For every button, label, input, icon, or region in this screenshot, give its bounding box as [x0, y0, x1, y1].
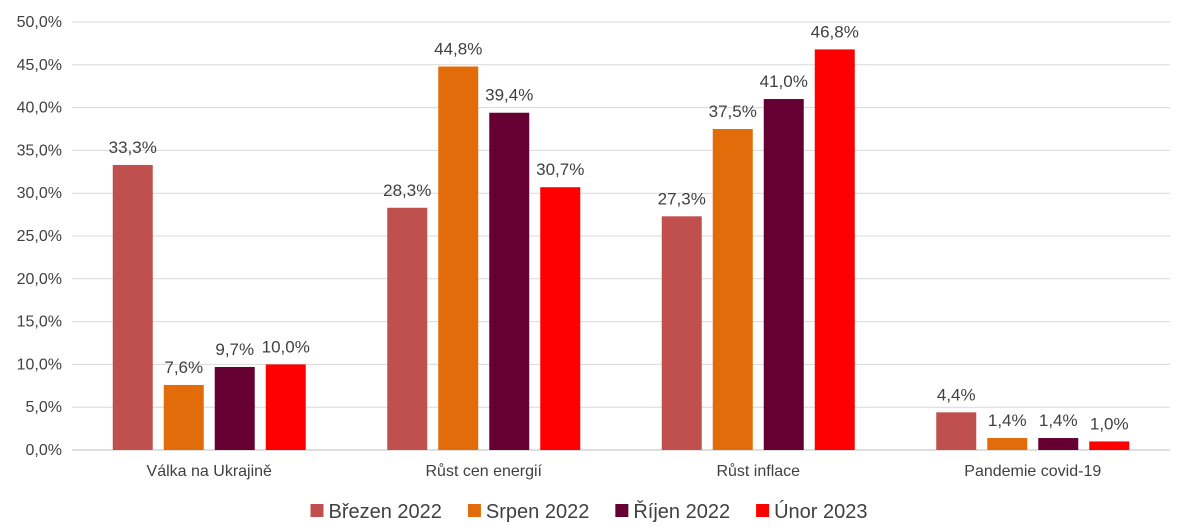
data-label: 1,4% — [1039, 411, 1078, 430]
y-tick-label: 0,0% — [26, 442, 62, 459]
bar — [265, 364, 306, 450]
data-label: 9,7% — [215, 340, 254, 359]
data-label: 1,4% — [988, 411, 1027, 430]
bar — [438, 66, 479, 451]
y-tick-label: 45,0% — [17, 57, 62, 74]
legend: Březen 2022 Srpen 2022 Říjen 2022 Únor 2023 — [310, 500, 868, 523]
bar — [814, 49, 855, 450]
y-tick-label: 25,0% — [17, 228, 62, 245]
legend-item: Říjen 2022 — [615, 500, 730, 523]
data-label: 4,4% — [937, 385, 976, 404]
data-labels: 33,3% 7,6% 9,7% 10,0% 28,3% 44,8% 39,4% 30,7% 27… — [109, 22, 1129, 433]
bar — [987, 438, 1028, 450]
y-tick-label: 20,0% — [17, 271, 62, 288]
y-axis-ticks: 0,0% 5,0% 10,0% 15,0% 20,0% 25,0% 30,0% 35,0% 40… — [17, 14, 62, 459]
data-label: 33,3% — [109, 138, 157, 157]
data-label: 37,5% — [709, 102, 757, 121]
y-tick-label: 50,0% — [17, 14, 62, 31]
legend-label: Srpen 2022 — [486, 501, 589, 523]
legend-label: Říjen 2022 — [633, 500, 730, 523]
legend-swatch — [615, 504, 629, 517]
y-tick-label: 35,0% — [17, 142, 62, 159]
bar — [1089, 441, 1130, 450]
bar — [1038, 438, 1079, 450]
bar — [112, 164, 153, 450]
y-tick-label: 10,0% — [17, 356, 62, 373]
legend-label: Březen 2022 — [329, 501, 442, 523]
y-tick-label: 40,0% — [17, 100, 62, 117]
data-label: 30,7% — [536, 160, 584, 179]
data-label: 46,8% — [811, 22, 859, 41]
bar — [712, 129, 753, 450]
gridlines — [72, 21, 1170, 451]
legend-item: Srpen 2022 — [467, 501, 589, 523]
legend-item: Březen 2022 — [310, 501, 442, 523]
x-category-label: Válka na Ukrajině — [147, 463, 273, 480]
bar — [387, 207, 428, 450]
legend-swatch — [756, 504, 770, 517]
y-tick-label: 15,0% — [17, 314, 62, 331]
x-category-label: Pandemie covid-19 — [964, 463, 1101, 480]
data-label: 44,8% — [434, 40, 482, 59]
x-axis-categories: Válka na Ukrajině Růst cen energií Růst in… — [147, 462, 1102, 480]
bar — [163, 384, 204, 450]
data-label: 41,0% — [760, 72, 808, 91]
x-category-label: Růst cen energií — [425, 462, 542, 480]
y-tick-label: 5,0% — [26, 399, 62, 416]
bar — [661, 216, 702, 450]
data-label: 1,0% — [1090, 414, 1129, 433]
bars — [112, 49, 1130, 451]
bar — [214, 366, 255, 450]
data-label: 39,4% — [485, 86, 533, 105]
x-category-label: Růst inflace — [716, 462, 800, 480]
legend-label: Únor 2023 — [774, 500, 867, 523]
data-label: 7,6% — [164, 358, 203, 377]
bar — [936, 412, 977, 450]
y-tick-label: 30,0% — [17, 185, 62, 202]
bar — [763, 99, 804, 450]
data-label: 27,3% — [658, 189, 706, 208]
legend-swatch — [310, 504, 324, 517]
data-label: 10,0% — [262, 337, 310, 356]
bar — [540, 187, 581, 450]
data-label: 28,3% — [383, 181, 431, 200]
legend-item: Únor 2023 — [756, 500, 868, 523]
legend-swatch — [467, 504, 481, 517]
bar — [489, 112, 530, 451]
